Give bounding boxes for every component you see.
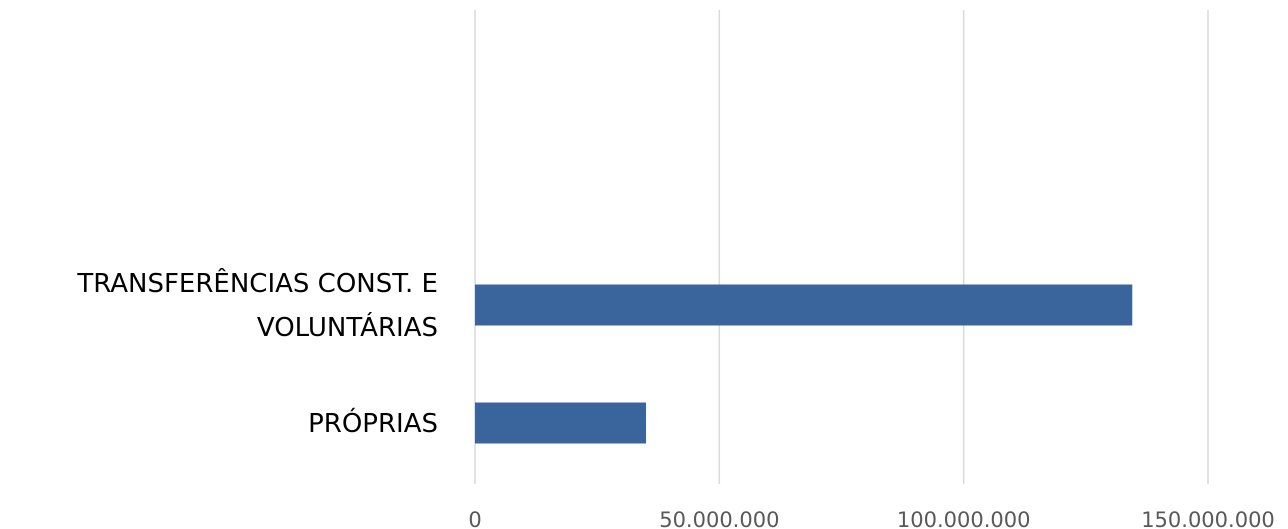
bars [475,284,1133,444]
x-tick-label: 100.000.000 [897,508,1031,529]
x-tick-label: 0 [468,508,481,529]
category-label: PRÓPRIAS [308,407,438,439]
category-labels: TRANSFERÊNCIAS CONST. E VOLUNTÁRIAS PRÓPRI… [76,267,438,439]
x-tick-label: 50.000.000 [659,508,779,529]
category-label: VOLUNTÁRIAS [257,311,438,343]
x-tick-label: 150.000.000 [1141,508,1275,529]
bar [475,402,647,444]
bar [475,284,1133,326]
category-label: TRANSFERÊNCIAS CONST. E [76,267,438,299]
x-axis-tick-labels: 0 50.000.000 100.000.000 150.000.000 [468,508,1274,529]
